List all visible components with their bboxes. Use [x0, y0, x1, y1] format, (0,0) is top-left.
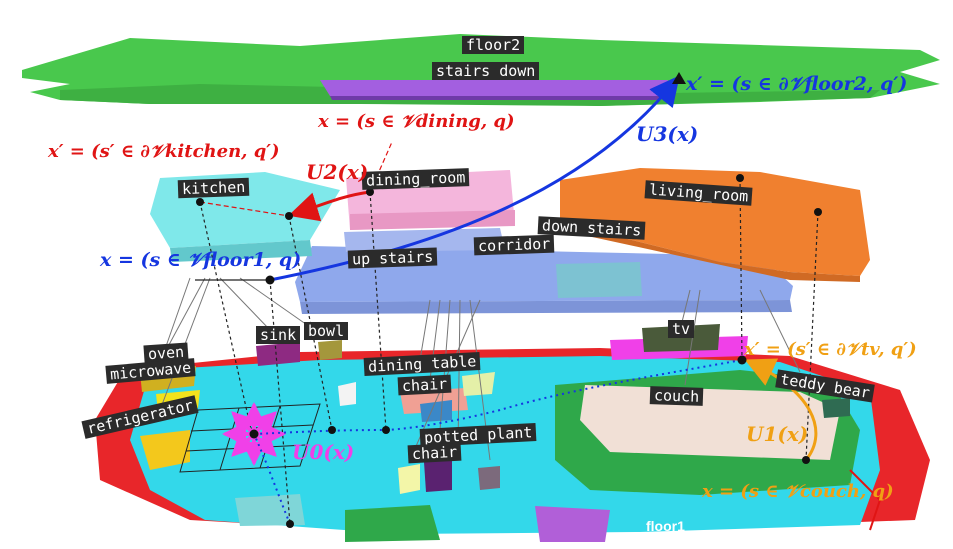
bowl-object [318, 340, 342, 360]
couch-object [580, 385, 840, 460]
chair-lower-object [398, 464, 420, 494]
action-arrows-icon [222, 402, 286, 466]
label-kitchen: kitchen [177, 177, 250, 199]
eq-couch: x = (s ∈ 𝒱couch, q) [702, 481, 894, 502]
u1-arrow [744, 358, 818, 461]
label-couch: couch [649, 386, 704, 406]
stairs-down-region [320, 80, 668, 96]
refrigerator-object [140, 430, 190, 470]
operator-u0: U0(x) [292, 440, 355, 464]
operator-u2: U2(x) [306, 160, 369, 184]
eq-floor2: x′ = (s ∈ ∂𝒱floor2, q′) [686, 73, 908, 95]
label-chair-lower: chair [407, 442, 462, 464]
operator-u3: U3(x) [636, 122, 699, 146]
label-sink: sink [256, 326, 301, 344]
potted-plant-object [478, 466, 500, 490]
label-dining-room: dining_room [361, 168, 470, 190]
label-stairs-down: stairs down [432, 62, 540, 80]
eq-tv: x′ = (s′ ∈ ∂𝒱tv, q′) [744, 339, 917, 360]
label-tv: tv [668, 320, 695, 338]
planned-path [253, 359, 743, 525]
chair-upper-object [420, 400, 452, 422]
eq-dining: x = (s ∈ 𝒱dining, q) [318, 111, 515, 132]
sink-object [256, 342, 300, 366]
label-chair-upper: chair [397, 374, 452, 396]
eq-floor1: x = (s ∈ 𝒱floor1, q) [100, 249, 302, 271]
label-floor2: floor2 [462, 36, 525, 54]
label-corridor: corridor [473, 234, 555, 256]
teddy-bear-object [822, 398, 850, 418]
u2-arrow [288, 190, 371, 222]
living-room-region [560, 168, 870, 276]
label-bowl: bowl [304, 322, 349, 340]
state-nodes [196, 174, 822, 528]
operator-u1: U1(x) [746, 422, 809, 446]
eq-kitchen: x′ = (s′ ∈ ∂𝒱kitchen, q′) [48, 141, 280, 162]
label-up-stairs: up stairs [347, 247, 438, 269]
u3-arrow [269, 75, 680, 282]
label-floor1: floor1 [646, 518, 685, 534]
